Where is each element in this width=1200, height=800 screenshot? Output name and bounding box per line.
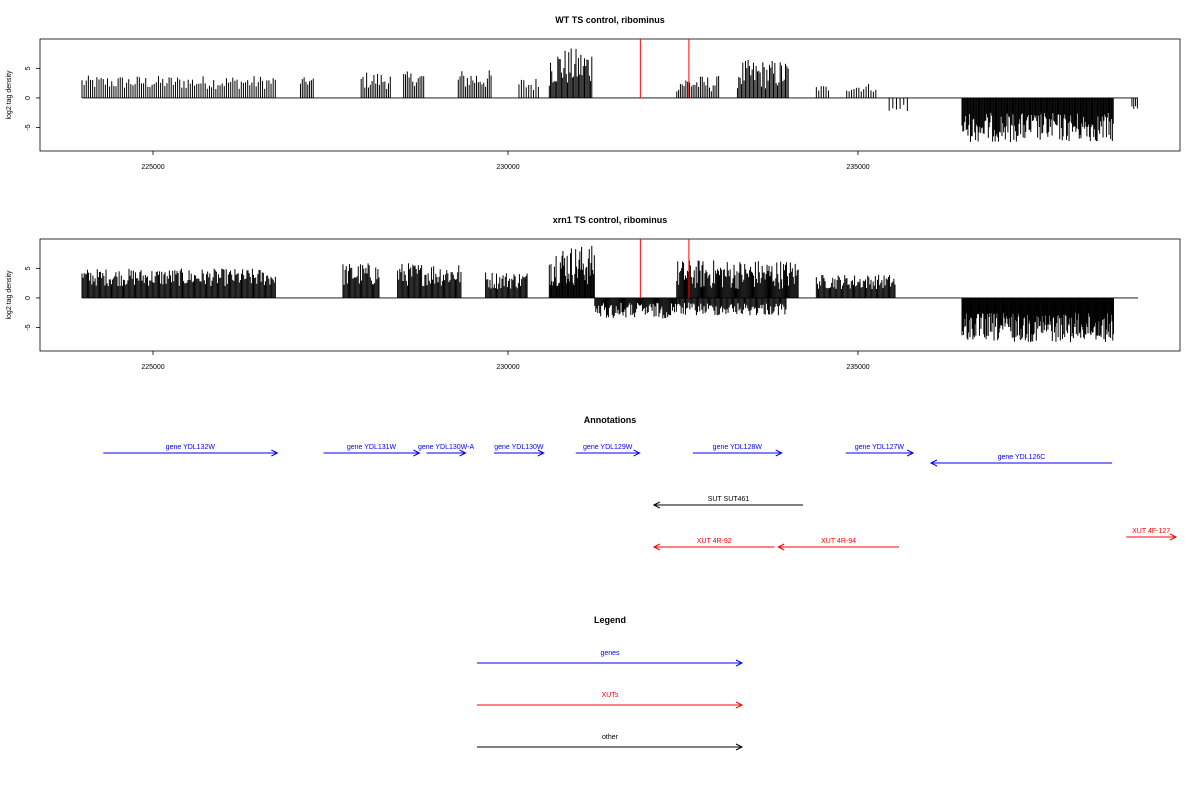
annotation-label: XUT 4R-92: [697, 538, 732, 545]
wt-ytick-label: 5: [25, 66, 32, 70]
annotation-arrow-head: [775, 449, 783, 457]
annotation-label: gene YDL129W: [583, 444, 633, 451]
xrn1-ytick-label: 0: [25, 296, 32, 300]
annotation-arrows: gene YDL132W gene YDL131W gene YDL130W-A ge…: [103, 444, 1178, 551]
panel-wt-ylabel: log2 tag density: [6, 70, 13, 120]
xrn1-xtick-label: 230000: [496, 364, 519, 371]
wt-xtick-label: 225000: [141, 164, 164, 171]
annotation-arrow-head: [633, 449, 641, 457]
annotation-label: gene YDL130W-A: [418, 444, 474, 451]
annotation-arrow-head: [906, 449, 915, 457]
wt-ytick-label: 0: [25, 96, 32, 100]
annotation-arrow-head: [271, 449, 279, 457]
annotation-arrow-head: [777, 543, 785, 551]
legend-arrow-head: [735, 659, 744, 667]
annotation-label: gene YDL130W: [494, 444, 544, 451]
panel-xrn1-title: xrn1 TS control, ribominus: [553, 215, 668, 225]
panel-xrn1-axes: -5 0 5 225000 230000 235000: [25, 266, 870, 371]
annotation-arrow-head: [537, 449, 545, 457]
xrn1-ytick-label: 5: [25, 266, 32, 270]
legend-label: other: [602, 734, 619, 741]
panel-wt-bars: [81, 39, 1138, 142]
legend-panel: Legend genes XUTs other: [477, 615, 744, 751]
panel-wt-frame: [39, 38, 1181, 152]
annotation-arrow-head: [459, 449, 467, 457]
annotation-label: XUT 4R-94: [821, 538, 856, 545]
annotation-label: gene YDL131W: [347, 444, 397, 451]
annotation-label: XUT 4F-127: [1132, 528, 1170, 535]
annotation-label: gene YDL132W: [166, 444, 216, 451]
xrn1-xtick-label: 225000: [141, 364, 164, 371]
wt-xtick-label: 230000: [496, 164, 519, 171]
legend-items: genes XUTs other: [477, 650, 744, 751]
legend-label: genes: [600, 650, 620, 657]
legend-label: XUTs: [602, 692, 619, 699]
legend-title: Legend: [594, 615, 626, 625]
annotation-arrow-head: [652, 501, 661, 509]
annotations-title: Annotations: [584, 415, 637, 425]
legend-arrow-head: [735, 743, 744, 751]
annotations-panel: Annotations gene YDL132W gene YDL131W gene…: [103, 415, 1178, 551]
wt-ytick-label: -5: [25, 124, 32, 130]
wt-xtick-label: 235000: [846, 164, 869, 171]
panel-xrn1-frame: [39, 238, 1181, 352]
annotation-arrow-head: [1169, 533, 1178, 541]
panel-xrn1-bars: [81, 239, 1138, 343]
legend-arrow-head: [735, 701, 744, 709]
panel-xrn1-ylabel: log2 tag density: [6, 270, 13, 320]
annotation-label: SUT SUT461: [708, 496, 750, 503]
xrn1-xtick-label: 235000: [846, 364, 869, 371]
annotation-arrow-head: [413, 449, 421, 457]
panel-wt-axes: -5 0 5 225000 230000 235000: [25, 66, 870, 171]
annotation-arrow-head: [652, 543, 661, 551]
panel-wt-title: WT TS control, ribominus: [555, 15, 665, 25]
panel-xrn1: xrn1 TS control, ribominus -5 0 5 225000 230…: [6, 215, 1181, 371]
panel-wt: WT TS control, ribominus -5 0 5 225000 23000…: [6, 15, 1181, 171]
annotation-label: gene YDL127W: [855, 444, 905, 451]
annotation-label: gene YDL126C: [998, 454, 1046, 461]
xrn1-ytick-label: -5: [25, 324, 32, 330]
annotation-arrow-head: [929, 459, 938, 467]
annotation-label: gene YDL128W: [713, 444, 763, 451]
